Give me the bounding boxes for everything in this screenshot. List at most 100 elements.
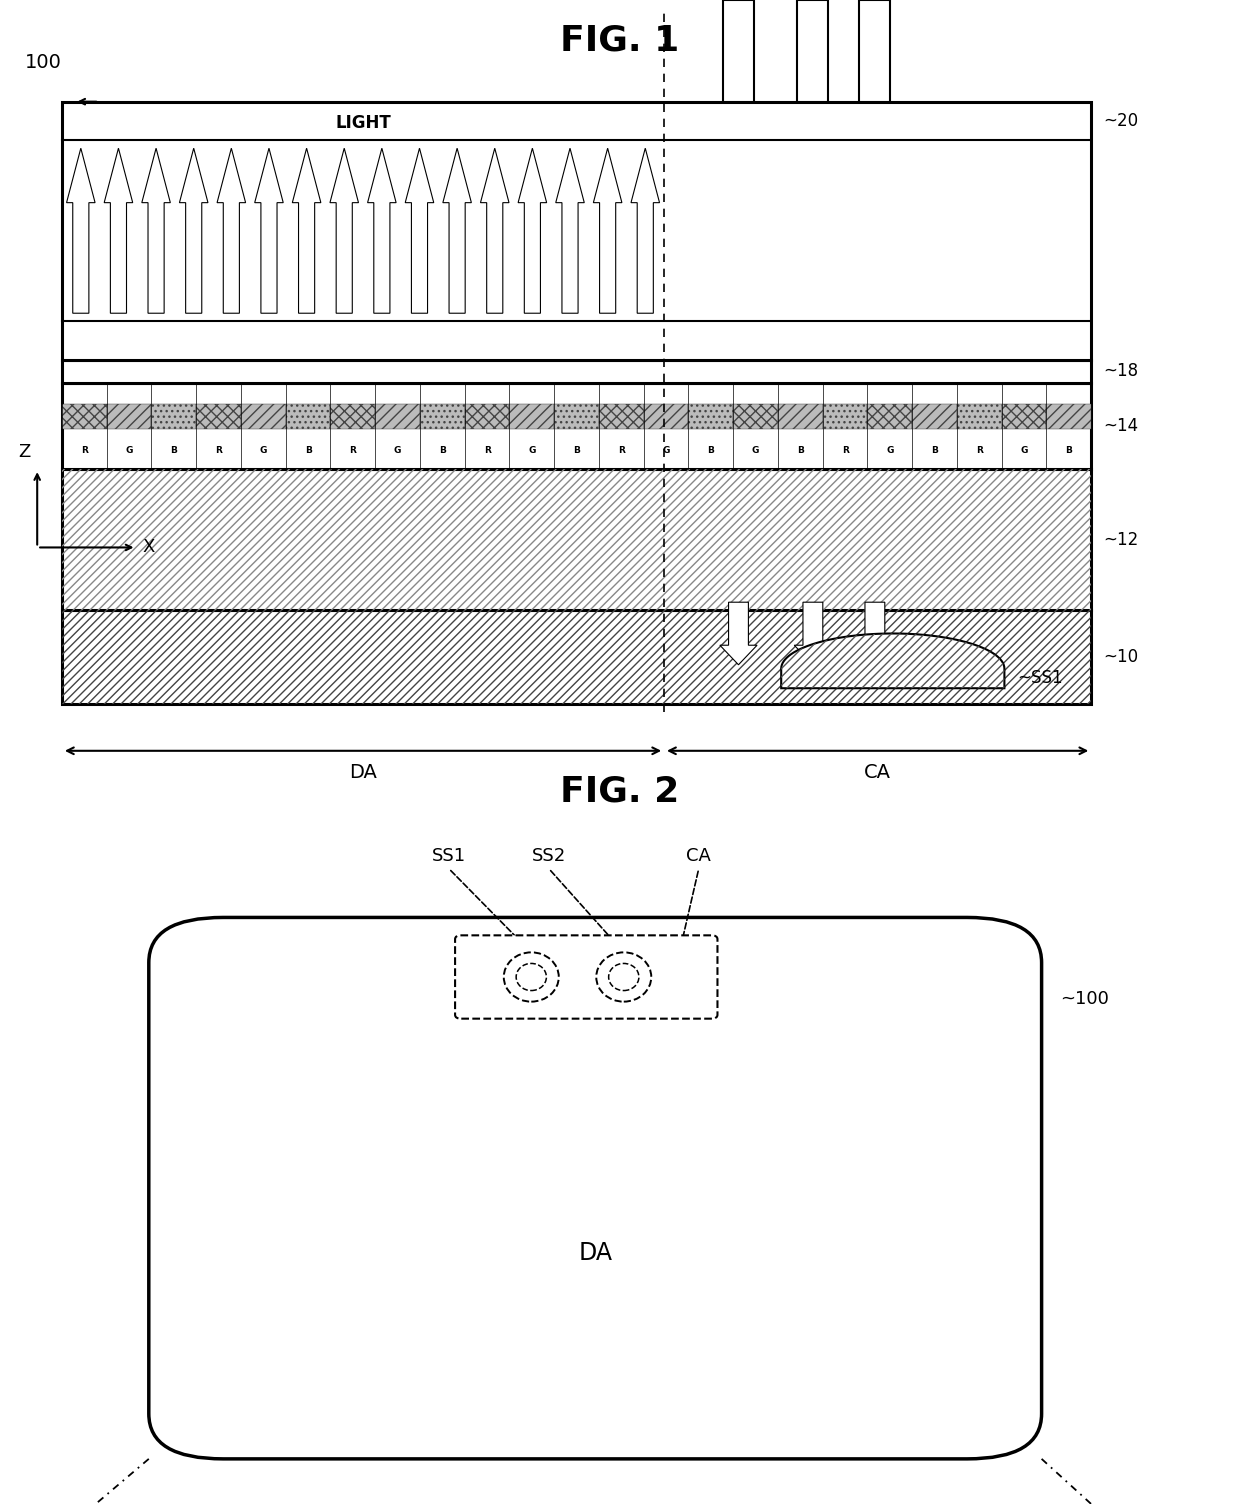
Text: B: B	[1065, 445, 1073, 454]
Bar	[196, 405, 241, 429]
FancyArrow shape	[720, 602, 758, 665]
Text: CA: CA	[864, 763, 892, 782]
Text: SS1: SS1	[432, 847, 466, 865]
Text: 100: 100	[25, 53, 62, 72]
FancyBboxPatch shape	[455, 935, 718, 1018]
Bar	[62, 384, 1091, 469]
Text: G: G	[125, 445, 133, 454]
FancyArrow shape	[293, 149, 321, 313]
FancyArrow shape	[254, 149, 283, 313]
Text: G: G	[751, 445, 759, 454]
Bar	[957, 405, 1002, 429]
Bar	[241, 405, 285, 429]
Bar	[510, 405, 554, 429]
Text: R: R	[842, 445, 848, 454]
Text: B: B	[797, 445, 804, 454]
Bar	[331, 405, 376, 429]
Text: R: R	[81, 445, 88, 454]
FancyBboxPatch shape	[149, 917, 1042, 1459]
Bar	[599, 405, 644, 429]
FancyArrow shape	[594, 149, 622, 313]
Bar	[554, 405, 599, 429]
Bar	[723, 0, 754, 102]
Text: B: B	[573, 445, 580, 454]
Text: R: R	[976, 445, 983, 454]
Ellipse shape	[516, 964, 547, 991]
Bar	[107, 405, 151, 429]
Text: G: G	[394, 445, 402, 454]
Bar	[331, 405, 376, 429]
FancyArrow shape	[104, 149, 133, 313]
Text: B: B	[707, 445, 714, 454]
Bar	[62, 405, 107, 429]
Ellipse shape	[503, 952, 559, 1002]
Ellipse shape	[609, 964, 639, 991]
Text: ~12: ~12	[1104, 531, 1138, 549]
Bar	[465, 405, 510, 429]
Text: B: B	[170, 445, 177, 454]
Bar	[733, 405, 777, 429]
FancyArrow shape	[67, 149, 95, 313]
Text: DA: DA	[578, 1241, 613, 1265]
Text: G: G	[259, 445, 267, 454]
Bar	[62, 469, 1091, 611]
Bar	[688, 405, 733, 429]
FancyArrow shape	[180, 149, 208, 313]
Bar	[688, 405, 733, 429]
Text: G: G	[528, 445, 536, 454]
Text: FIG. 2: FIG. 2	[560, 775, 680, 809]
Bar	[62, 611, 1091, 704]
Text: ~14: ~14	[1104, 417, 1138, 435]
Text: X: X	[143, 538, 155, 556]
Bar	[777, 405, 822, 429]
Polygon shape	[781, 633, 1004, 689]
Bar	[1047, 405, 1091, 429]
Text: ~10: ~10	[1104, 648, 1138, 666]
FancyArrow shape	[518, 149, 547, 313]
Bar	[285, 405, 331, 429]
Text: ~100: ~100	[1060, 990, 1109, 1008]
Bar	[376, 405, 420, 429]
Text: B: B	[931, 445, 937, 454]
Text: B: B	[305, 445, 311, 454]
Bar	[599, 405, 644, 429]
Bar	[644, 405, 688, 429]
Text: ~18: ~18	[1104, 362, 1138, 381]
Bar	[62, 359, 1091, 384]
FancyArrow shape	[795, 602, 832, 665]
Bar	[822, 405, 868, 429]
Text: G: G	[887, 445, 894, 454]
Bar	[151, 405, 196, 429]
Text: G: G	[662, 445, 670, 454]
Bar	[554, 405, 599, 429]
Text: G: G	[1021, 445, 1028, 454]
Text: ~SS1: ~SS1	[1017, 669, 1063, 687]
FancyArrow shape	[631, 149, 660, 313]
FancyArrow shape	[857, 602, 894, 665]
Bar	[797, 0, 828, 102]
Bar	[62, 469, 1091, 611]
FancyArrow shape	[217, 149, 246, 313]
Bar	[913, 405, 957, 429]
Bar	[62, 405, 107, 429]
FancyArrow shape	[480, 149, 508, 313]
Bar	[510, 405, 554, 429]
Bar	[644, 405, 688, 429]
FancyArrow shape	[556, 149, 584, 313]
Bar	[913, 405, 957, 429]
Text: R: R	[350, 445, 356, 454]
Bar	[151, 405, 196, 429]
Text: ~20: ~20	[1104, 111, 1138, 129]
Bar	[859, 0, 890, 102]
Bar	[868, 405, 913, 429]
Bar	[196, 405, 241, 429]
Bar	[420, 405, 465, 429]
Ellipse shape	[596, 952, 651, 1002]
Text: Z: Z	[19, 444, 31, 462]
Text: R: R	[484, 445, 491, 454]
Text: FIG. 1: FIG. 1	[560, 24, 680, 57]
Bar	[376, 405, 420, 429]
FancyArrow shape	[405, 149, 434, 313]
Bar	[420, 405, 465, 429]
Bar	[777, 405, 822, 429]
